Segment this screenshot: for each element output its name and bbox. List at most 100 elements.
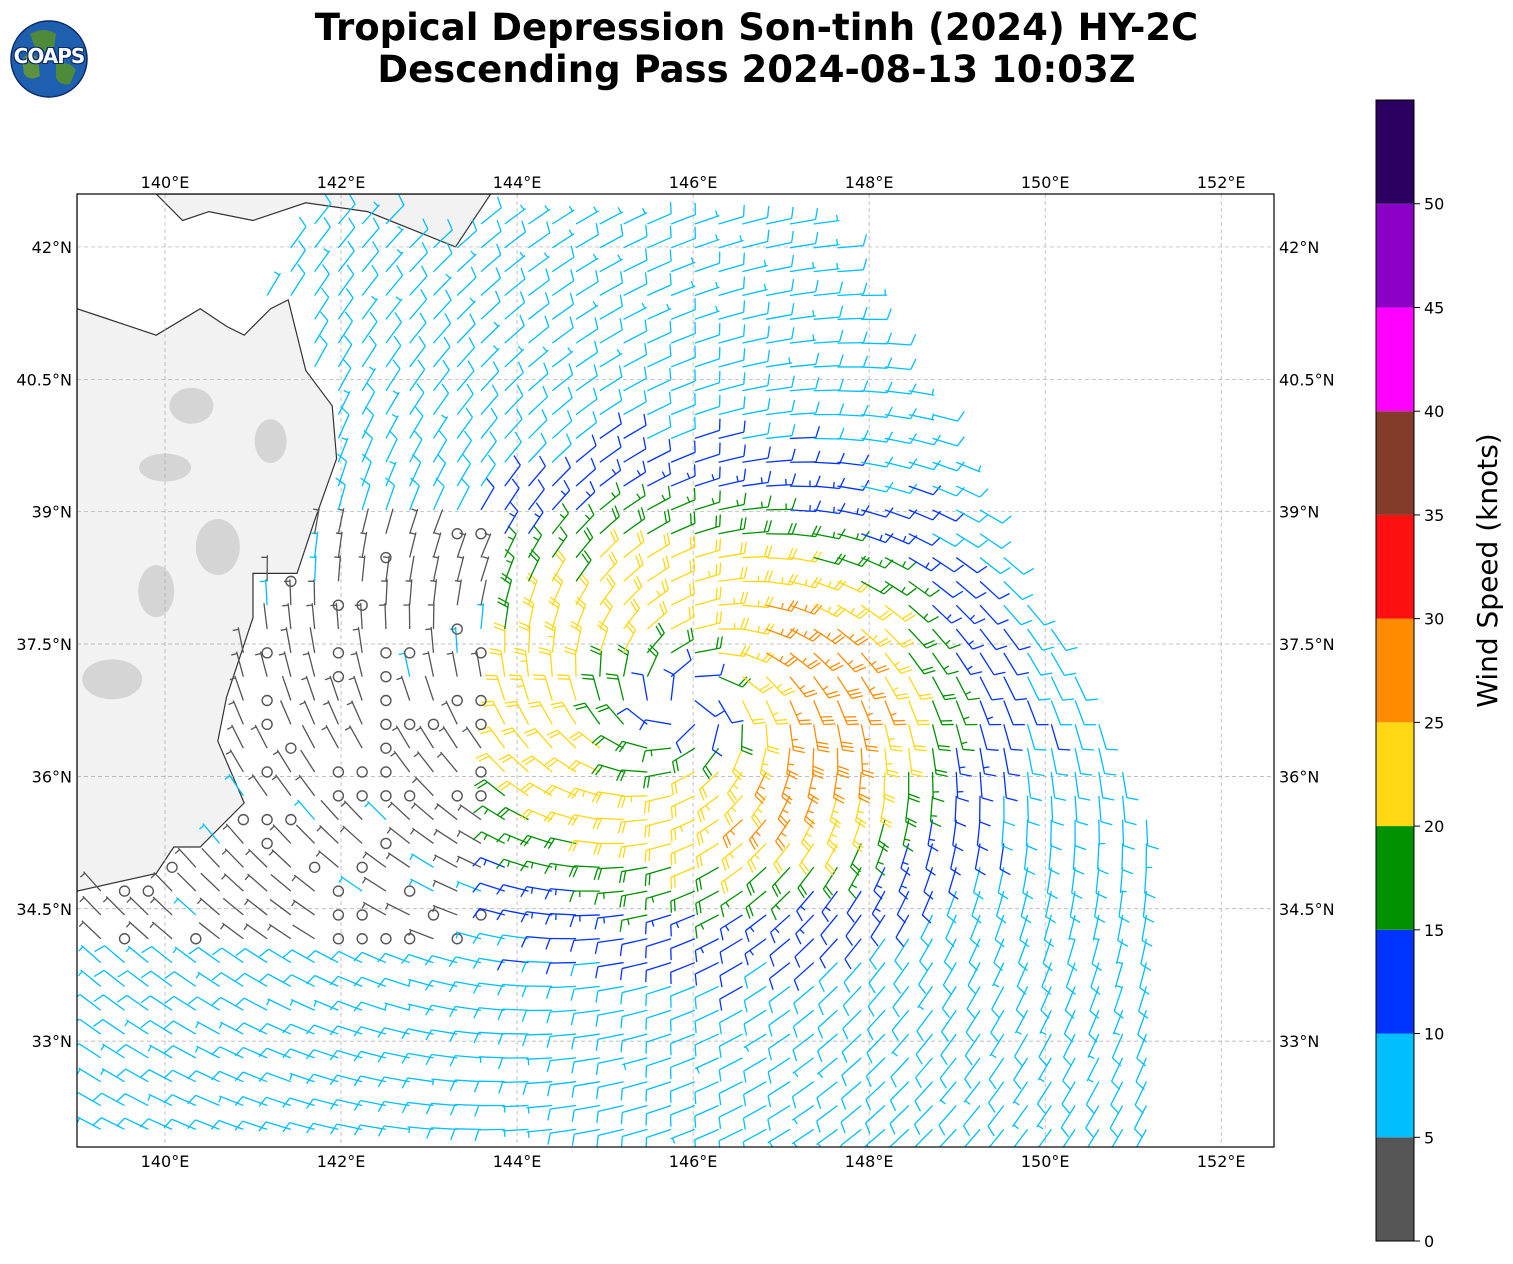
wind-barb: [456, 556, 465, 582]
wind-barb: [591, 791, 624, 804]
wind-barb: [432, 273, 452, 296]
wind-barb: [902, 819, 914, 852]
wind-barb: [875, 843, 886, 876]
logo-text: COAPS: [13, 44, 86, 68]
wind-barb: [78, 944, 102, 964]
wind-barb: [766, 357, 792, 368]
wind-barb: [456, 336, 476, 368]
wind-barb: [979, 580, 1010, 600]
wind-barb: [718, 1104, 743, 1129]
wind-barb: [647, 415, 672, 440]
wind-barb: [766, 399, 796, 416]
wind-barb: [337, 240, 355, 273]
wind-barb: [295, 774, 316, 797]
wind-barb: [694, 281, 720, 297]
wind-barb: [1011, 1105, 1029, 1130]
wind-barb: [916, 1009, 934, 1042]
wind-barb: [837, 234, 868, 249]
lat-tick-label-right: 39°N: [1279, 503, 1319, 522]
wind-barb: [221, 848, 244, 868]
calm-circle: [380, 551, 392, 564]
wind-barb: [172, 946, 197, 964]
wind-barb: [669, 1081, 696, 1103]
wind-barb: [955, 533, 988, 549]
wind-barb: [670, 866, 696, 890]
wind-barb: [361, 295, 379, 320]
calm-circle: [403, 647, 416, 659]
wind-barb: [245, 848, 268, 868]
wind-barb: [521, 985, 553, 998]
wind-barb: [575, 206, 599, 225]
wind-barb: [908, 628, 938, 649]
wind-barb: [860, 580, 894, 595]
wind-barb: [472, 856, 505, 868]
wind-barb: [551, 479, 571, 511]
wind-barb: [306, 1122, 339, 1134]
wind-barb: [913, 1128, 933, 1147]
wind-barb: [551, 456, 572, 487]
wind-barb: [745, 890, 767, 919]
wind-barb: [528, 346, 549, 368]
colorbar-tick-label: 35: [1424, 506, 1444, 525]
wind-barb: [836, 724, 855, 753]
lon-tick-label-bottom: 142°E: [317, 1152, 366, 1171]
wind-barb: [409, 853, 434, 868]
wind-barb: [593, 842, 624, 855]
wind-barb: [884, 334, 917, 346]
wind-barb: [570, 985, 600, 1001]
wind-barb: [390, 750, 411, 773]
wind-barb: [1065, 962, 1076, 996]
wind-barb: [644, 866, 672, 887]
wind-barb: [813, 628, 846, 644]
calm-circle: [380, 694, 392, 707]
wind-barb: [616, 707, 648, 725]
wind-barb: [766, 230, 794, 249]
wind-barb: [405, 579, 413, 606]
wind-barb: [502, 1128, 529, 1137]
wind-barb: [821, 890, 838, 923]
calm-circle: [356, 861, 368, 873]
wind-barb: [813, 452, 845, 465]
wind-barb: [766, 600, 799, 612]
wind-barb: [789, 261, 816, 273]
wind-barb: [919, 938, 934, 971]
wind-barb: [789, 377, 820, 392]
wind-barb: [334, 555, 341, 582]
wind-barb: [599, 207, 624, 225]
calm-circle: [380, 766, 392, 778]
lat-tick-label-left: 36°N: [32, 767, 72, 786]
wind-barb: [449, 626, 458, 653]
wind-barb: [670, 464, 696, 487]
wind-barb: [77, 1009, 78, 1011]
wind-barb: [548, 596, 561, 630]
wind-barb: [377, 1100, 410, 1113]
wind-barb: [456, 855, 482, 868]
lon-tick-label-top: 146°E: [669, 173, 718, 192]
wind-barb: [813, 427, 845, 440]
wind-barb: [77, 1033, 78, 1035]
wind-barb: [361, 406, 375, 439]
calm-circle: [285, 813, 297, 826]
wind-barb: [290, 899, 316, 916]
wind-barb: [594, 938, 624, 954]
wind-barb: [880, 795, 892, 828]
wind-barb: [1061, 1081, 1076, 1114]
wind-barb: [1003, 557, 1035, 575]
wind-barb: [504, 478, 520, 511]
wind-barb: [988, 1081, 1005, 1113]
wind-barb: [383, 555, 390, 582]
wind-barb: [789, 450, 821, 463]
wind-barb: [77, 1116, 102, 1130]
wind-barb: [504, 267, 526, 296]
wind-barb: [353, 976, 387, 988]
wind-barb: [472, 907, 505, 919]
wind-barb: [1003, 676, 1028, 701]
calm-circle: [380, 837, 392, 850]
wind-barb: [892, 986, 910, 1018]
wind-barb: [770, 890, 791, 921]
wind-barb: [694, 538, 722, 559]
calm-circle: [380, 670, 392, 683]
wind-barb: [1095, 867, 1107, 899]
wind-barb: [599, 349, 623, 368]
wind-barb: [528, 315, 550, 344]
